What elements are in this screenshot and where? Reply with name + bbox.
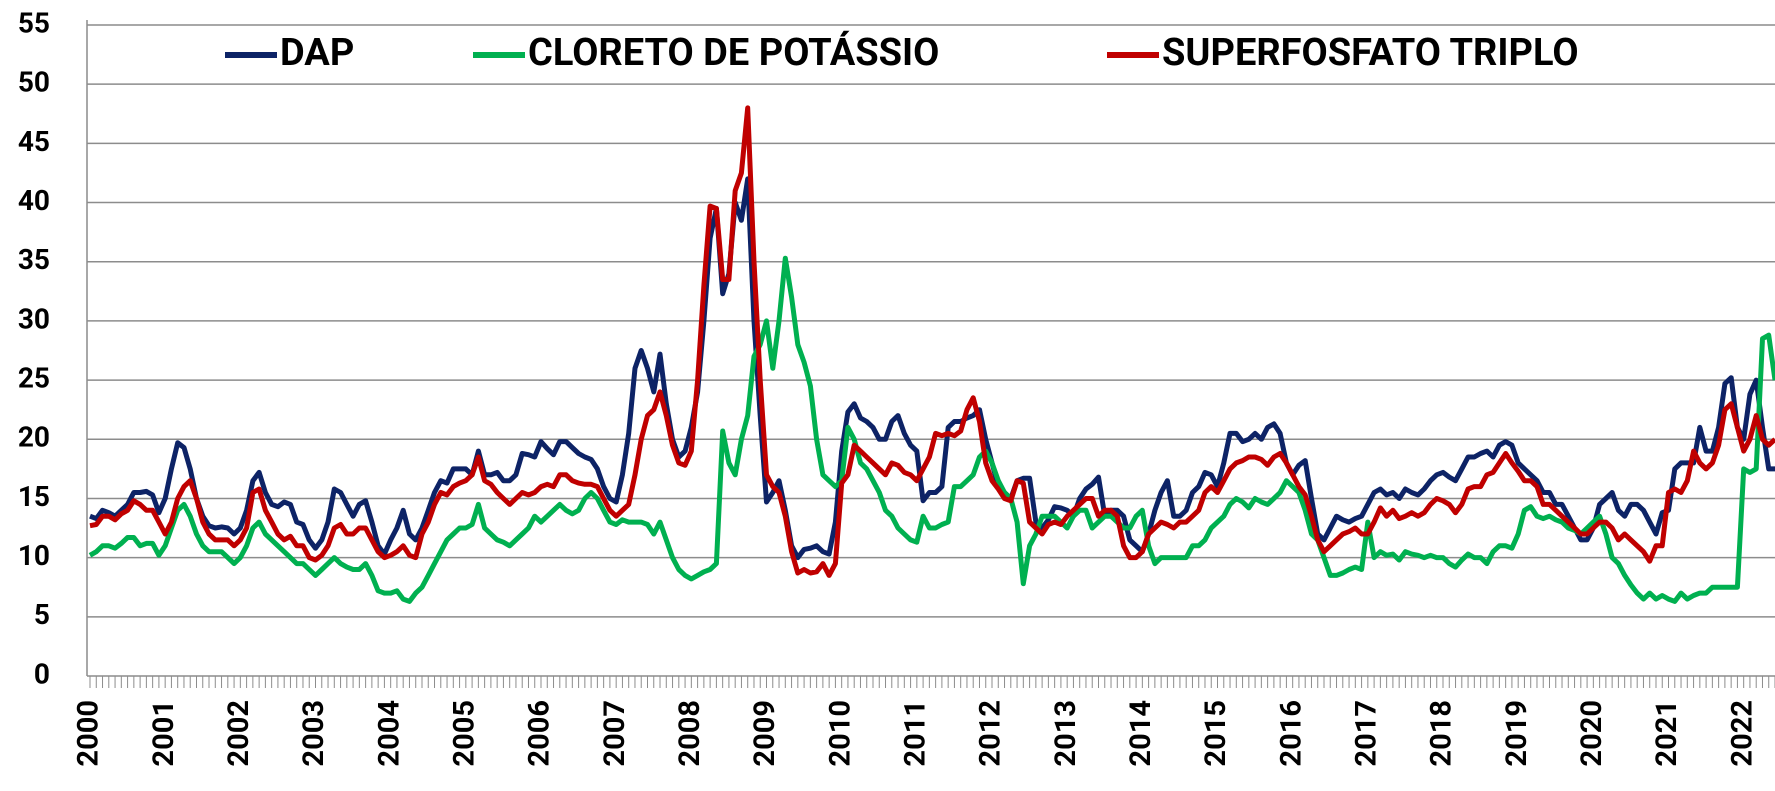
- x-tick-label: 2011: [898, 700, 932, 767]
- y-tick-label: 0: [34, 657, 50, 690]
- x-tick-label: 2006: [523, 700, 557, 767]
- legend-label: SUPERFOSFATO TRIPLO: [1162, 31, 1579, 75]
- x-tick-label: 2002: [222, 700, 256, 767]
- y-tick-label: 10: [18, 539, 50, 572]
- series-line: [89, 176, 1775, 561]
- x-tick-label: 2009: [748, 700, 782, 767]
- x-tick-label: 2015: [1199, 700, 1233, 767]
- x-tick-label: 2017: [1350, 700, 1384, 767]
- x-tick-label: 2001: [147, 700, 181, 767]
- x-tick-label: 2020: [1575, 700, 1609, 767]
- x-tick-label: 2010: [823, 700, 857, 767]
- x-tick-label: 2019: [1500, 700, 1534, 767]
- x-tick-label: 2022: [1725, 700, 1759, 767]
- x-tick-label: 2012: [974, 700, 1008, 767]
- y-tick-label: 55: [18, 6, 50, 39]
- y-tick-label: 25: [18, 361, 50, 394]
- series-line: [89, 105, 1775, 578]
- series-line: [88, 255, 1775, 604]
- x-tick-label: 2018: [1425, 700, 1459, 767]
- x-tick-label: 2007: [598, 700, 632, 767]
- x-tick-label: 2021: [1650, 700, 1684, 767]
- y-tick-label: 20: [18, 421, 50, 454]
- legend-label: DAP: [280, 31, 354, 75]
- x-tick-label: 2003: [297, 700, 331, 767]
- x-tick-label: 2013: [1049, 700, 1083, 767]
- x-tick-label: 2016: [1274, 700, 1308, 767]
- x-tick-label: 2008: [673, 700, 707, 767]
- x-tick-label: 2000: [72, 700, 106, 767]
- legend-label: CLORETO DE POTÁSSIO: [528, 30, 939, 75]
- y-tick-label: 50: [18, 66, 50, 99]
- x-tick-label: 2014: [1124, 700, 1158, 767]
- x-tick-label: 2004: [372, 700, 406, 767]
- x-tick-label: 2005: [447, 700, 481, 767]
- y-tick-label: 40: [18, 184, 50, 217]
- y-tick-label: 30: [18, 302, 50, 335]
- y-tick-label: 45: [18, 125, 50, 158]
- y-tick-label: 35: [18, 243, 50, 276]
- y-tick-label: 15: [18, 480, 50, 513]
- y-tick-label: 5: [34, 598, 50, 631]
